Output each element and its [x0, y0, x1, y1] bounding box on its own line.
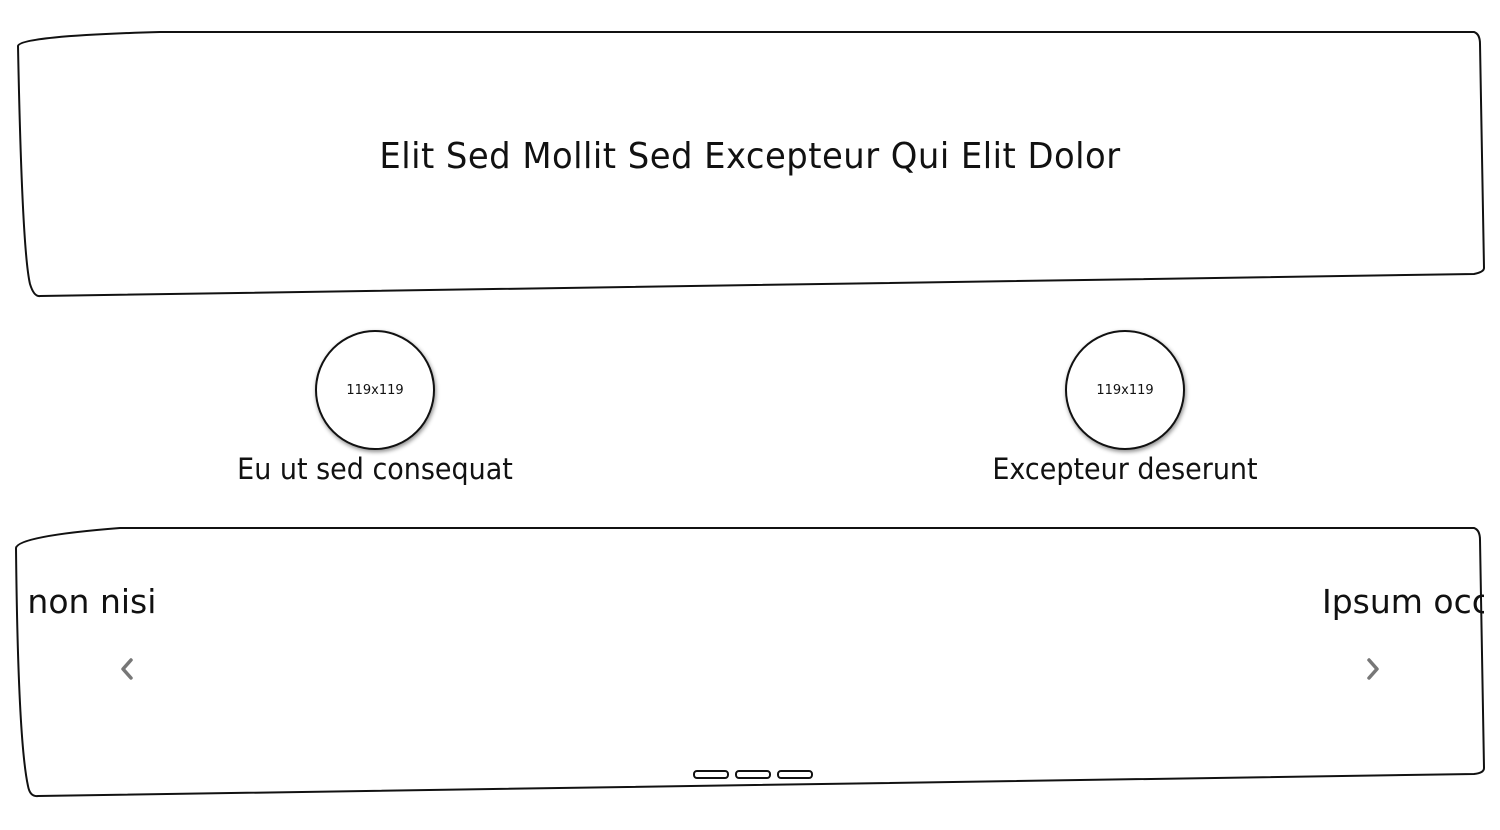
avatar-size-label: 119x119 — [1096, 382, 1154, 398]
slide-caption-previous: g non nisi — [18, 582, 157, 621]
slide-caption-next: Ipsum occ — [1322, 582, 1484, 621]
carousel-prev-button[interactable] — [112, 654, 142, 684]
carousel-indicator[interactable] — [693, 770, 729, 779]
chevron-right-icon — [1367, 658, 1379, 680]
profile-card: 119x119 Eu ut sed consequat — [225, 330, 525, 486]
avatar-placeholder: 119x119 — [1065, 330, 1185, 450]
carousel-next-button[interactable] — [1358, 654, 1388, 684]
header-title: Elit Sed Mollit Sed Excepteur Qui Elit D… — [379, 136, 1121, 177]
carousel-indicator[interactable] — [735, 770, 771, 779]
avatar-size-label: 119x119 — [346, 382, 404, 398]
carousel-indicator[interactable] — [777, 770, 813, 779]
profile-caption: Excepteur deserunt — [992, 452, 1258, 486]
profile-card: 119x119 Excepteur deserunt — [975, 330, 1275, 486]
carousel: g non nisi Ipsum occ — [18, 532, 1484, 794]
profile-caption: Eu ut sed consequat — [237, 452, 513, 486]
chevron-left-icon — [121, 658, 133, 680]
carousel-indicators — [693, 770, 813, 779]
avatar-placeholder: 119x119 — [315, 330, 435, 450]
